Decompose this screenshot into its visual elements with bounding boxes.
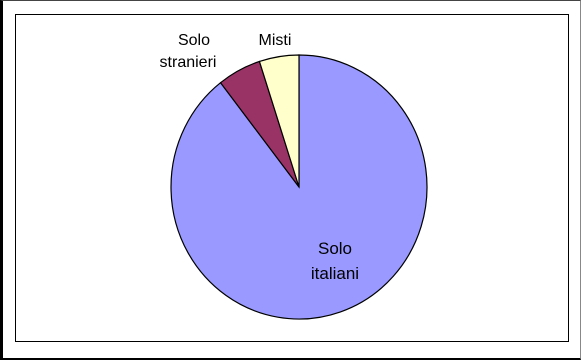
pie-slices — [170, 54, 428, 320]
label-solo-stranieri-line1: Solo — [178, 32, 210, 49]
label-misti: Misti — [259, 32, 292, 49]
label-solo-italiani-line1: Solo — [318, 239, 352, 258]
label-solo-stranieri-line2: stranieri — [160, 54, 217, 71]
pie-slice-misti — [258, 54, 300, 188]
label-solo-italiani-line2: italiani — [311, 264, 359, 283]
plot-area-border — [15, 14, 569, 342]
